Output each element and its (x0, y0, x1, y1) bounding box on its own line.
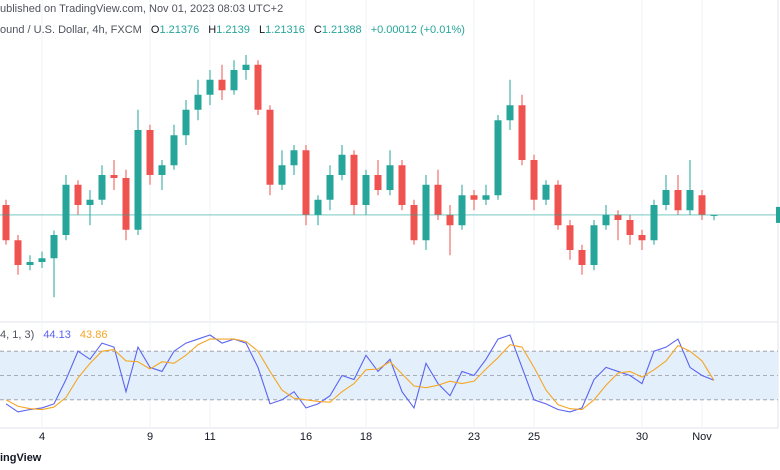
candle-body (398, 165, 406, 205)
candle-body (26, 262, 34, 265)
candle-body (62, 184, 70, 235)
published-note: ublished on TradingView.com, Nov 01, 202… (0, 3, 283, 15)
candle-body (566, 225, 574, 250)
candle-body (98, 175, 106, 200)
k-value: 44.13 (43, 329, 71, 341)
candle-body (434, 184, 442, 215)
candle-body (362, 175, 370, 205)
indicator-line (5, 338, 715, 411)
candle-body (446, 214, 454, 226)
candle-body (614, 214, 622, 220)
candle-body (686, 190, 694, 211)
x-tick-label: 9 (147, 431, 153, 443)
candle-body (470, 195, 478, 200)
ohlc-value: 1.21388 (322, 24, 362, 36)
indicator-legend: 4, 1, 3) 44.13 43.86 (0, 329, 107, 341)
candle-body (146, 130, 154, 175)
candle-body (302, 150, 310, 215)
candle-body (134, 130, 142, 230)
candle-body (122, 178, 130, 230)
candle-body (218, 79, 226, 91)
candle-body (374, 175, 382, 190)
candle-body (254, 64, 262, 110)
x-tick-label: 25 (528, 431, 540, 443)
candle-body (170, 135, 178, 166)
x-tick-label: 11 (204, 431, 215, 443)
ohlc-label: L (259, 24, 265, 36)
candle-body (338, 154, 346, 175)
candle-body (518, 105, 526, 160)
candle-body (386, 165, 394, 190)
candle-body (230, 70, 238, 91)
ohlc-value: 1.21316 (265, 24, 305, 36)
candle-body (482, 195, 490, 200)
candle-body (710, 214, 718, 216)
candle-body (14, 240, 22, 265)
plot (0, 55, 780, 413)
d-value: 43.86 (80, 329, 108, 341)
candle-body (602, 214, 610, 226)
candle-body (662, 190, 670, 205)
candle-body (110, 175, 118, 178)
candle-body (266, 109, 274, 185)
symbol: ound / U.S. Dollar, 4h, FXCM (0, 24, 142, 36)
x-tick-label: 23 (468, 431, 480, 443)
ohlc-value: 1.21376 (159, 24, 199, 36)
candle-body (242, 64, 250, 70)
x-tick-label: 18 (360, 431, 372, 443)
candle-body (50, 235, 58, 259)
candle-body (194, 94, 202, 110)
candle-body (698, 195, 706, 215)
candle-body (554, 184, 562, 226)
candle-body (314, 199, 322, 215)
candle-body (422, 184, 430, 241)
candle-body (530, 160, 538, 200)
x-tick-label: 4 (39, 431, 45, 443)
ohlc-label: O (151, 24, 160, 36)
ohlc-label: C (314, 24, 322, 36)
last-price-marker (776, 206, 780, 223)
candle-body (278, 165, 286, 185)
candle-body (86, 199, 94, 205)
candle-body (626, 220, 634, 235)
ohlc-value: 1.2139 (216, 24, 250, 36)
candle-body (350, 154, 358, 205)
candle-body (158, 165, 166, 175)
x-tick-label: 16 (300, 431, 312, 443)
candle-body (542, 184, 550, 200)
indicator-line (5, 334, 715, 413)
indicator-title: 4, 1, 3) (0, 329, 34, 341)
candle-body (578, 250, 586, 265)
candle-body (206, 79, 214, 95)
x-tick-label: 30 (636, 431, 648, 443)
candle-body (410, 205, 418, 241)
candle-body (494, 120, 502, 196)
legend-main: ound / U.S. Dollar, 4h, FXCM O1.21376 H1… (0, 24, 465, 36)
candle-body (326, 175, 334, 200)
candle-body (650, 205, 658, 241)
footer-logo: ingView (0, 452, 42, 464)
candle-body (38, 258, 46, 262)
candle-body (2, 205, 10, 241)
candle-body (590, 225, 598, 265)
candle-body (182, 109, 190, 136)
candle-body (74, 184, 82, 205)
candle-body (638, 235, 646, 241)
candle-body (458, 195, 466, 226)
candle-body (290, 150, 298, 166)
candle-body (506, 105, 514, 121)
change: +0.00012 (+0.01%) (371, 24, 465, 36)
x-tick-label: Nov (692, 431, 712, 443)
ohlc-label: H (208, 24, 216, 36)
candle-body (674, 190, 682, 211)
